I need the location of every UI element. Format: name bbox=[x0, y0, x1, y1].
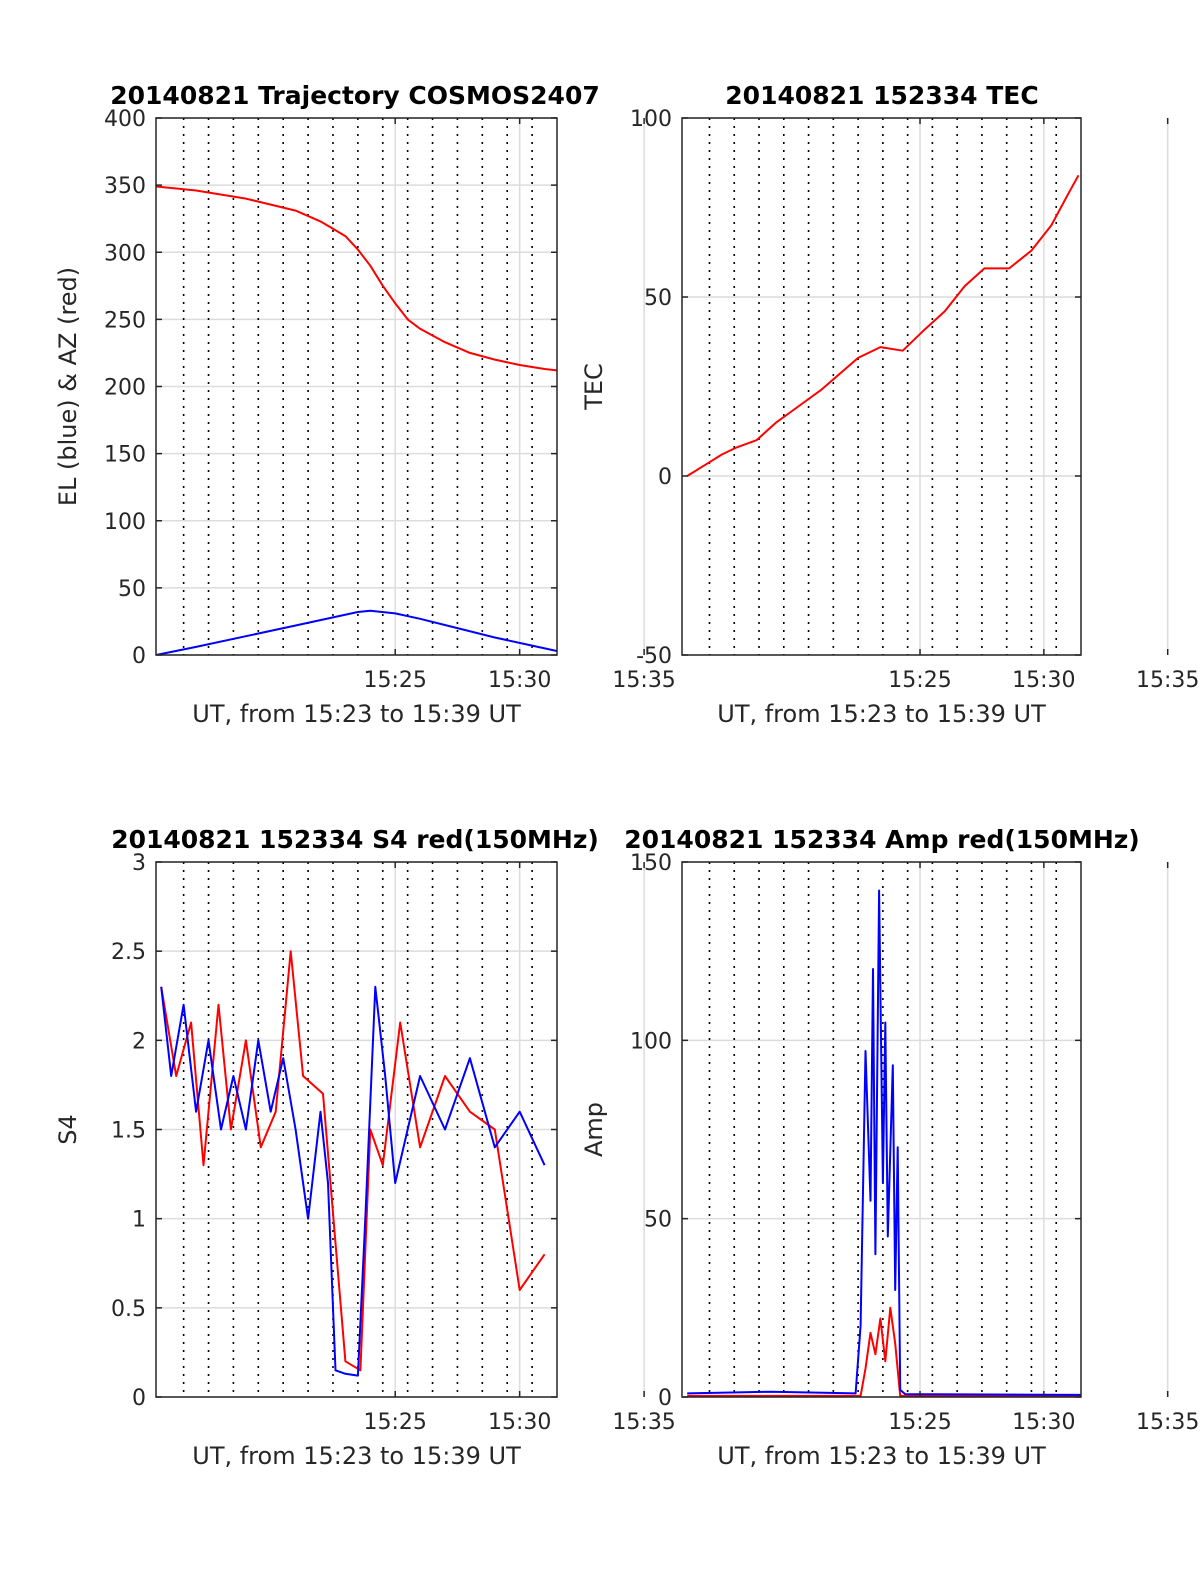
trajectory-xtick-label: 15:35 bbox=[612, 668, 675, 693]
tec-xtick-label: 15:35 bbox=[1136, 668, 1199, 693]
trajectory-ytick-label: 100 bbox=[104, 510, 146, 535]
trajectory-series-line-0 bbox=[156, 185, 557, 372]
s4-ytick-label: 2 bbox=[132, 1029, 146, 1054]
amp-ytick-label: 100 bbox=[630, 1029, 672, 1054]
amp-series-line-0 bbox=[687, 1306, 1081, 1397]
s4-ytick-label: 2.5 bbox=[111, 940, 146, 965]
amp-xtick-label: 15:35 bbox=[1136, 1410, 1199, 1435]
trajectory-ytick-label: 0 bbox=[132, 644, 146, 669]
s4-ytick-label: 0 bbox=[132, 1386, 146, 1411]
amp-xtick-label: 15:25 bbox=[888, 1410, 951, 1435]
amp-axes-box bbox=[681, 861, 1082, 1398]
s4-title: 20140821 152334 S4 red(150MHz) bbox=[111, 825, 599, 854]
s4-panel: 20140821 152334 S4 red(150MHz) UT, from … bbox=[54, 825, 676, 1470]
amp-xtick-label: 15:30 bbox=[1012, 1410, 1075, 1435]
tec-xtick-label: 15:25 bbox=[888, 668, 951, 693]
s4-ytick-label: 1.5 bbox=[111, 1119, 146, 1144]
tec-ytick-label: -50 bbox=[636, 644, 672, 669]
s4-series-group bbox=[160, 950, 546, 1377]
tec-ytick-label: 100 bbox=[630, 107, 672, 132]
s4-ytick-label: 1 bbox=[132, 1208, 146, 1233]
tec-ylabel: TEC bbox=[580, 363, 608, 411]
tec-axes-box bbox=[681, 117, 1082, 656]
tec-title: 20140821 152334 TEC bbox=[725, 81, 1038, 110]
s4-xtick-label: 15:30 bbox=[488, 1410, 551, 1435]
tec-grid bbox=[682, 117, 1169, 656]
trajectory-ytick-label: 150 bbox=[104, 443, 146, 468]
trajectory-series-group bbox=[156, 185, 557, 655]
s4-series-line-1 bbox=[160, 985, 546, 1377]
trajectory-ytick-label: 200 bbox=[104, 376, 146, 401]
amp-series-group bbox=[687, 889, 1081, 1397]
tec-panel: 20140821 152334 TEC UT, from 15:23 to 15… bbox=[580, 81, 1199, 728]
tec-xlabel: UT, from 15:23 to 15:39 UT bbox=[717, 700, 1046, 728]
amp-ylabel: Amp bbox=[580, 1102, 608, 1157]
amp-ytick-label: 0 bbox=[658, 1386, 672, 1411]
s4-ytick-label: 0.5 bbox=[111, 1297, 146, 1322]
amp-title: 20140821 152334 Amp red(150MHz) bbox=[624, 825, 1140, 854]
s4-series-line-0 bbox=[160, 950, 546, 1372]
tec-ytick-label: 50 bbox=[644, 286, 672, 311]
trajectory-series-line-1 bbox=[156, 609, 557, 655]
trajectory-ytick-label: 300 bbox=[104, 241, 146, 266]
amp-grid bbox=[682, 861, 1169, 1398]
trajectory-title: 20140821 Trajectory COSMOS2407 bbox=[110, 81, 600, 110]
s4-ylabel: S4 bbox=[54, 1114, 82, 1145]
s4-xlabel: UT, from 15:23 to 15:39 UT bbox=[192, 1442, 521, 1470]
s4-xtick-label: 15:35 bbox=[612, 1410, 675, 1435]
trajectory-panel: 20140821 Trajectory COSMOS2407 UT, from … bbox=[54, 81, 676, 728]
trajectory-xlabel: UT, from 15:23 to 15:39 UT bbox=[192, 700, 521, 728]
s4-xtick-label: 15:25 bbox=[364, 1410, 427, 1435]
amp-series-line-1 bbox=[687, 889, 1081, 1396]
amp-ytick-label: 50 bbox=[644, 1208, 672, 1233]
tec-series-group bbox=[686, 174, 1080, 477]
amp-xlabel: UT, from 15:23 to 15:39 UT bbox=[717, 1442, 1046, 1470]
trajectory-ytick-label: 400 bbox=[104, 107, 146, 132]
trajectory-ylabel: EL (blue) & AZ (red) bbox=[54, 267, 82, 506]
trajectory-ytick-label: 350 bbox=[104, 174, 146, 199]
trajectory-ytick-label: 50 bbox=[118, 577, 146, 602]
amp-ytick-label: 150 bbox=[630, 851, 672, 876]
tec-series-line-0 bbox=[686, 174, 1080, 477]
trajectory-xtick-label: 15:30 bbox=[488, 668, 551, 693]
s4-grid bbox=[156, 861, 645, 1398]
amp-panel: 20140821 152334 Amp red(150MHz) UT, from… bbox=[580, 825, 1199, 1470]
tec-xtick-label: 15:30 bbox=[1012, 668, 1075, 693]
s4-ytick-label: 3 bbox=[132, 851, 146, 876]
trajectory-grid bbox=[156, 117, 645, 656]
tec-ytick-label: 0 bbox=[658, 465, 672, 490]
trajectory-xtick-label: 15:25 bbox=[364, 668, 427, 693]
trajectory-ytick-label: 250 bbox=[104, 308, 146, 333]
